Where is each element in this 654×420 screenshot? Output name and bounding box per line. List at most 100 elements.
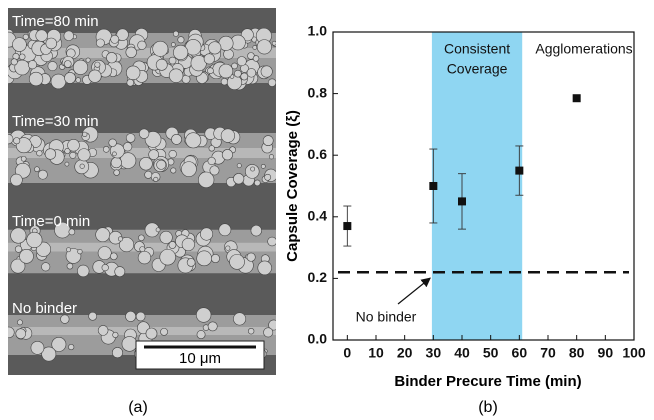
capsule bbox=[8, 326, 15, 339]
capsule bbox=[64, 148, 71, 155]
capsule bbox=[207, 156, 216, 166]
capsule bbox=[63, 30, 74, 41]
capsule bbox=[208, 145, 215, 152]
capsule bbox=[19, 248, 34, 264]
capsule bbox=[14, 245, 23, 253]
x-axis-label: Binder Precure Time (min) bbox=[394, 373, 581, 390]
x-tick-label: 60 bbox=[512, 345, 528, 361]
capsule bbox=[97, 246, 112, 261]
capsule bbox=[125, 133, 136, 143]
capsule bbox=[236, 163, 242, 169]
capsule bbox=[10, 58, 18, 66]
x-tick-label: 100 bbox=[622, 345, 646, 361]
capsule bbox=[110, 157, 122, 169]
capsule bbox=[28, 71, 44, 87]
x-tick-label: 40 bbox=[454, 345, 470, 361]
capsule bbox=[79, 163, 85, 169]
capsule bbox=[171, 133, 182, 145]
capsule bbox=[155, 58, 168, 71]
capsule bbox=[10, 258, 26, 274]
capsule bbox=[67, 139, 80, 152]
capsule bbox=[77, 264, 90, 278]
capsule bbox=[252, 45, 258, 50]
capsule bbox=[63, 60, 72, 68]
sem-image bbox=[8, 8, 276, 375]
capsule bbox=[66, 247, 71, 253]
capsule bbox=[144, 170, 153, 179]
capsule bbox=[137, 250, 152, 265]
capsule bbox=[95, 227, 111, 243]
capsule bbox=[145, 327, 158, 340]
capsule bbox=[159, 230, 173, 244]
capsule bbox=[116, 28, 129, 41]
capsule bbox=[260, 65, 273, 78]
capsule bbox=[119, 237, 135, 253]
capsule bbox=[19, 53, 26, 61]
capsule bbox=[125, 310, 137, 322]
capsule bbox=[65, 248, 82, 264]
capsule bbox=[15, 328, 27, 339]
capsule bbox=[37, 169, 48, 180]
capsule bbox=[95, 38, 105, 48]
capsule bbox=[203, 53, 215, 65]
capsule bbox=[13, 137, 21, 145]
capsule bbox=[112, 331, 119, 338]
capsule bbox=[231, 62, 238, 70]
capsule bbox=[10, 227, 27, 244]
capsule bbox=[221, 149, 233, 161]
capsule bbox=[85, 57, 91, 63]
capsule bbox=[69, 151, 77, 159]
capsule bbox=[51, 336, 67, 352]
capsule bbox=[168, 149, 177, 159]
capsule bbox=[88, 311, 98, 321]
capsule bbox=[172, 30, 179, 37]
capsule bbox=[148, 149, 160, 160]
panel-label: (a) bbox=[128, 399, 148, 416]
y-tick-label: 0.2 bbox=[308, 269, 328, 285]
capsule bbox=[156, 159, 167, 170]
capsule bbox=[26, 231, 43, 249]
capsule bbox=[152, 40, 169, 57]
capsule bbox=[181, 161, 197, 177]
capsule bbox=[112, 151, 117, 157]
capsule bbox=[177, 36, 185, 44]
capsule bbox=[250, 166, 256, 172]
capsule bbox=[233, 173, 245, 185]
capsule bbox=[117, 236, 123, 242]
plot-frame bbox=[332, 31, 635, 341]
point bbox=[515, 166, 524, 175]
capsule bbox=[196, 250, 212, 267]
capsule bbox=[257, 260, 272, 276]
capsule bbox=[196, 330, 206, 340]
y-tick-label: 0.6 bbox=[308, 146, 328, 162]
capsule bbox=[8, 134, 14, 145]
y-tick-label: 1.0 bbox=[308, 23, 328, 39]
annotation: Agglomerations bbox=[535, 41, 632, 57]
capsule bbox=[68, 344, 75, 351]
capsule bbox=[72, 59, 89, 75]
band-label: Consistent bbox=[444, 41, 510, 57]
capsule bbox=[101, 264, 109, 272]
capsule bbox=[126, 78, 135, 87]
x-tick-label: 0 bbox=[343, 345, 351, 361]
capsule bbox=[68, 228, 76, 236]
image-label: No binder bbox=[12, 300, 77, 317]
x-tick-label: 90 bbox=[598, 345, 614, 361]
capsule bbox=[88, 69, 102, 83]
capsule bbox=[209, 165, 220, 176]
y-tick-label: 0.4 bbox=[308, 208, 328, 224]
arrow bbox=[397, 277, 431, 305]
capsule bbox=[106, 52, 118, 64]
capsule bbox=[66, 262, 74, 270]
scale-bar-label: 10 μm bbox=[179, 350, 221, 367]
capsule bbox=[220, 78, 229, 86]
capsule bbox=[110, 34, 120, 44]
capsule bbox=[229, 254, 245, 270]
capsule bbox=[220, 128, 235, 143]
capsule bbox=[181, 237, 195, 252]
capsule bbox=[173, 44, 189, 61]
capsule bbox=[125, 65, 141, 80]
capsule bbox=[20, 155, 27, 162]
capsule bbox=[234, 69, 242, 78]
